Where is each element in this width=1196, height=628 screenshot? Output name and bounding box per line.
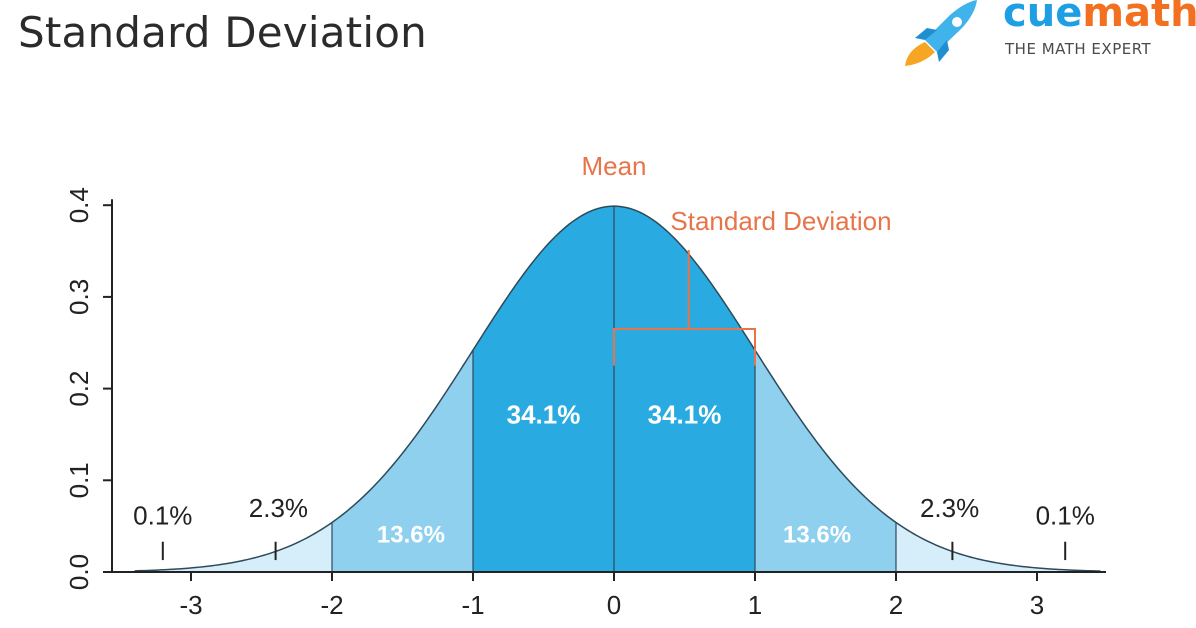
tail-regions (134, 522, 1101, 572)
brand-name-math: math (1082, 0, 1196, 36)
rocket-icon (905, 0, 977, 66)
x-tick-label: 3 (1030, 590, 1044, 620)
label-tail-2-3-right: 2.3% (920, 493, 979, 523)
x-tick-label: -3 (179, 590, 202, 620)
region-right-tail (896, 522, 1101, 572)
label-tail-beyond-3-left: 0.1% (133, 500, 192, 530)
y-tick-label: 0.2 (64, 371, 94, 407)
label-tail-2-3-left: 2.3% (249, 493, 308, 523)
label-region-minus1-0: 34.1% (507, 399, 581, 429)
label-region-1-2: 13.6% (783, 522, 851, 549)
page-title: Standard Deviation (18, 8, 427, 57)
axes: -3 -2 -1 0 1 2 3 0.0 0.1 0.2 0.3 0.4 (64, 187, 1106, 620)
brand-name: cuemath (1003, 0, 1196, 36)
label-region-minus2-minus1: 13.6% (377, 522, 445, 549)
x-tick-label: -2 (320, 590, 343, 620)
y-tick-label: 0.4 (64, 187, 94, 223)
bell-curve (134, 205, 1101, 572)
label-region-0-1: 34.1% (648, 399, 722, 429)
x-tick-label: 2 (889, 590, 903, 620)
region-left-tail (134, 522, 332, 572)
label-tail-beyond-3-right: 0.1% (1036, 500, 1095, 530)
x-tick-label: 1 (748, 590, 762, 620)
x-tick-label: 0 (607, 590, 621, 620)
y-tick-label: 0.1 (64, 462, 94, 498)
std-dev-bracket (613, 327, 756, 366)
y-tick-label: 0.3 (64, 279, 94, 315)
region-labels: 34.1% 34.1% 13.6% 13.6% 2.3% 2.3% 0.1% 0.1% (133, 399, 1095, 561)
brand-name-cue: cue (1003, 0, 1083, 36)
y-tick-label: 0.0 (64, 554, 94, 590)
sd-dividers (331, 206, 897, 572)
brand-tagline: THE MATH EXPERT (1005, 40, 1152, 58)
std-dev-annotation: Standard Deviation (670, 206, 891, 236)
mean-annotation: Mean (581, 151, 646, 181)
x-tick-label: -1 (461, 590, 484, 620)
cuemath-logo: cuemath THE MATH EXPERT (895, 0, 1196, 70)
annotations: Mean Standard Deviation (581, 151, 892, 366)
